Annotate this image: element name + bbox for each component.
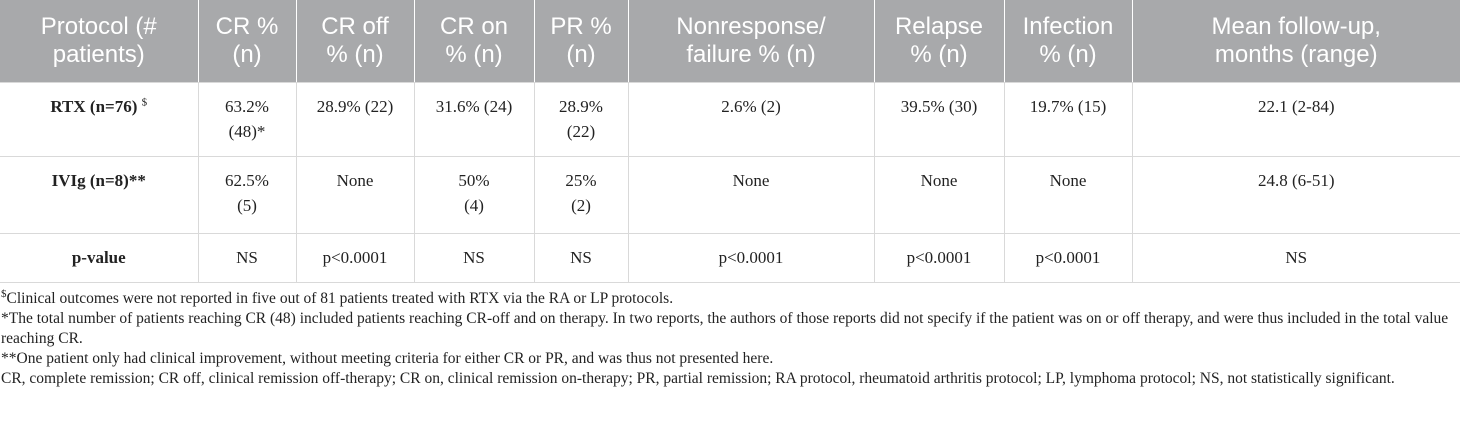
table-cell: NS (197, 233, 296, 283)
table-cell: p<0.0001 (1003, 233, 1132, 283)
table-cell: 19.7% (15) (1003, 82, 1132, 157)
table-cell: None (873, 156, 1004, 234)
table-cell: 39.5% (30) (873, 82, 1004, 157)
table-cell: NS (413, 233, 534, 283)
protocol-label: RTX (n=76) (50, 97, 138, 116)
table-cell: 50% (4) (413, 156, 534, 234)
footnote-dollar: $Clinical outcomes were not reported in … (1, 287, 1459, 309)
protocol-label: p-value (71, 248, 126, 267)
header-relapse: Relapse % (n) (873, 0, 1004, 83)
table-cell: None (295, 156, 414, 234)
table-cell: None (1003, 156, 1132, 234)
table-cell: p<0.0001 (627, 233, 874, 283)
table-row-p-value: p-value NS p<0.0001 NS NS p<0.0001 p<0.0… (0, 233, 1460, 283)
header-follow-up: Mean follow-up, months (range) (1131, 0, 1460, 83)
protocol-label: IVIg (n=8)** (51, 171, 146, 190)
header-cr: CR % (n) (197, 0, 296, 83)
cell-protocol: p-value (0, 233, 198, 283)
table-cell: 28.9% (22) (295, 82, 414, 157)
table-cell: NS (533, 233, 628, 283)
table-cell: None (627, 156, 874, 234)
footnote-double-asterisk: **One patient only had clinical improvem… (1, 350, 774, 367)
header-protocol: Protocol (# patients) (0, 0, 198, 83)
cell-protocol: RTX (n=76) $ (0, 82, 198, 157)
table-cell: 22.1 (2-84) (1131, 82, 1460, 157)
table-cell: p<0.0001 (873, 233, 1004, 283)
cell-protocol: IVIg (n=8)** (0, 156, 198, 234)
table-footnotes: $Clinical outcomes were not reported in … (1, 287, 1459, 389)
footnote-dollar-text: Clinical outcomes were not reported in f… (6, 290, 674, 307)
dollar-footnote-symbol: $ (1, 287, 7, 300)
header-nonresponse: Nonresponse/ failure % (n) (627, 0, 874, 83)
clinical-outcomes-table: Protocol (# patients) CR % (n) CR off % … (0, 0, 1460, 283)
header-cr-off: CR off % (n) (295, 0, 414, 83)
table-cell: p<0.0001 (295, 233, 414, 283)
header-cr-on: CR on % (n) (413, 0, 534, 83)
table-cell: 28.9% (22) (533, 82, 628, 157)
table-row-rtx: RTX (n=76) $ 63.2% (48)* 28.9% (22) 31.6… (0, 82, 1460, 157)
table-row-ivig: IVIg (n=8)** 62.5% (5) None 50% (4) 25% … (0, 156, 1460, 234)
dollar-footnote-mark: $ (141, 96, 148, 109)
table-cell: 63.2% (48)* (197, 82, 296, 157)
table-cell: 62.5% (5) (197, 156, 296, 234)
table-cell: 25% (2) (533, 156, 628, 234)
header-infection: Infection % (n) (1003, 0, 1132, 83)
table-header-row: Protocol (# patients) CR % (n) CR off % … (0, 0, 1460, 83)
table-cell: 2.6% (2) (627, 82, 874, 157)
header-pr: PR % (n) (533, 0, 628, 83)
table-cell: NS (1131, 233, 1460, 283)
footnote-asterisk: *The total number of patients reaching C… (1, 310, 1449, 347)
table-cell: 24.8 (6-51) (1131, 156, 1460, 234)
results-table-container: Protocol (# patients) CR % (n) CR off % … (0, 0, 1460, 283)
table-cell: 31.6% (24) (413, 82, 534, 157)
abbreviations-note: CR, complete remission; CR off, clinical… (1, 370, 1395, 387)
